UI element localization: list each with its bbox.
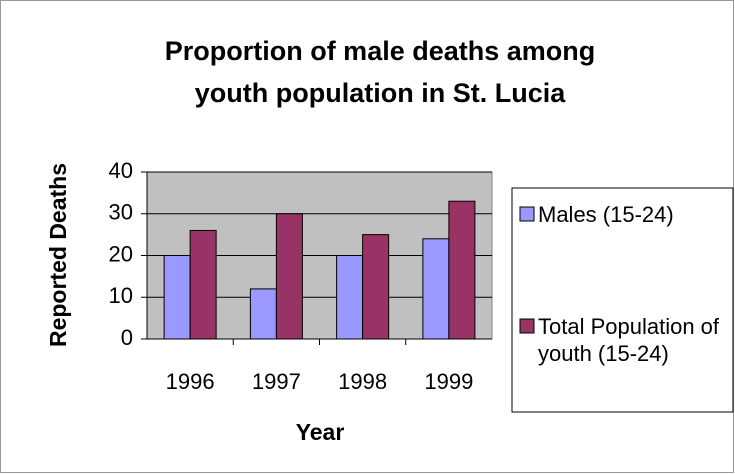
legend-swatch xyxy=(519,206,535,222)
y-tick-label: 40 xyxy=(109,158,133,183)
legend-box xyxy=(511,187,734,413)
chart-title: Proportion of male deaths among youth po… xyxy=(164,36,596,108)
y-axis-label: Reported Deaths xyxy=(45,163,71,347)
bar xyxy=(362,234,390,340)
y-tick-label: 30 xyxy=(109,200,133,225)
legend-label: Males (15-24) xyxy=(538,202,674,227)
bar xyxy=(163,255,191,340)
bar xyxy=(336,255,364,340)
legend-label: Total Population of youth (15-24) xyxy=(538,314,720,366)
bar xyxy=(249,288,277,340)
x-axis-label: Year xyxy=(296,419,345,445)
bar xyxy=(189,229,217,340)
x-tick-label: 1998 xyxy=(338,369,387,394)
y-tick-label: 0 xyxy=(121,325,133,350)
y-tick-label: 20 xyxy=(109,241,133,266)
bar xyxy=(422,238,450,340)
x-tick-label: 1997 xyxy=(252,369,301,394)
x-tick-label: 1999 xyxy=(424,369,473,394)
y-tick-label: 10 xyxy=(109,283,133,308)
bar xyxy=(275,213,303,340)
x-tick-label: 1996 xyxy=(166,369,215,394)
legend-swatch xyxy=(519,318,535,334)
bar xyxy=(448,200,476,340)
